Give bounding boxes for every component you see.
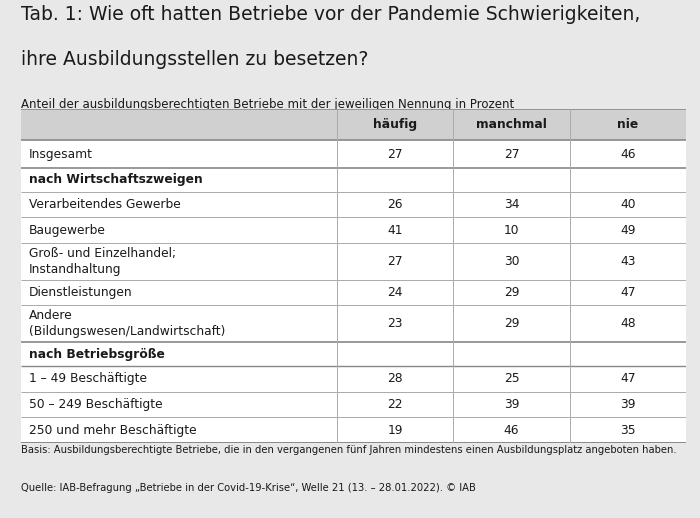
Bar <box>21 109 686 140</box>
Text: 49: 49 <box>620 224 636 237</box>
Text: 27: 27 <box>504 148 519 161</box>
Text: nie: nie <box>617 118 638 131</box>
Bar <box>21 140 686 168</box>
Text: 27: 27 <box>387 148 402 161</box>
Text: 47: 47 <box>620 286 636 299</box>
Text: 30: 30 <box>504 255 519 268</box>
Bar <box>21 392 686 418</box>
Text: 25: 25 <box>503 372 519 385</box>
Text: nach Betriebsgröße: nach Betriebsgröße <box>29 348 165 361</box>
Text: nach Wirtschaftszweigen: nach Wirtschaftszweigen <box>29 173 203 186</box>
Text: 19: 19 <box>387 424 402 437</box>
Text: 43: 43 <box>620 255 636 268</box>
Bar <box>21 418 686 443</box>
Text: Tab. 1: Wie oft hatten Betriebe vor der Pandemie Schwierigkeiten,: Tab. 1: Wie oft hatten Betriebe vor der … <box>21 5 640 24</box>
Text: 34: 34 <box>504 198 519 211</box>
Bar <box>21 305 686 342</box>
Bar <box>21 243 686 280</box>
Bar <box>21 342 686 366</box>
Text: 35: 35 <box>620 424 636 437</box>
Text: 40: 40 <box>620 198 636 211</box>
Text: 24: 24 <box>387 286 402 299</box>
Bar <box>21 280 686 305</box>
Text: 41: 41 <box>387 224 402 237</box>
Text: 39: 39 <box>620 398 636 411</box>
Text: Groß- und Einzelhandel;
Instandhaltung: Groß- und Einzelhandel; Instandhaltung <box>29 247 176 276</box>
Text: 46: 46 <box>620 148 636 161</box>
Text: 48: 48 <box>620 317 636 330</box>
Text: 28: 28 <box>387 372 403 385</box>
Text: 39: 39 <box>504 398 519 411</box>
Bar <box>21 217 686 243</box>
Text: 29: 29 <box>504 286 519 299</box>
Text: Dienstleistungen: Dienstleistungen <box>29 286 132 299</box>
Text: Quelle: IAB-Befragung „Betriebe in der Covid-19-Krise“, Welle 21 (13. – 28.01.20: Quelle: IAB-Befragung „Betriebe in der C… <box>21 483 476 493</box>
Text: Insgesamt: Insgesamt <box>29 148 93 161</box>
Text: Anteil der ausbildungsberechtigten Betriebe mit der jeweiligen Nennung in Prozen: Anteil der ausbildungsberechtigten Betri… <box>21 98 514 111</box>
Text: 47: 47 <box>620 372 636 385</box>
Text: 250 und mehr Beschäftigte: 250 und mehr Beschäftigte <box>29 424 197 437</box>
Text: 46: 46 <box>504 424 519 437</box>
Bar <box>21 366 686 392</box>
Bar <box>21 168 686 192</box>
Text: häufig: häufig <box>373 118 417 131</box>
Text: 23: 23 <box>387 317 402 330</box>
Text: 29: 29 <box>504 317 519 330</box>
Text: 26: 26 <box>387 198 402 211</box>
Text: Basis: Ausbildungsberechtigte Betriebe, die in den vergangenen fünf Jahren minde: Basis: Ausbildungsberechtigte Betriebe, … <box>21 445 677 455</box>
Text: Andere
(Bildungswesen/Landwirtschaft): Andere (Bildungswesen/Landwirtschaft) <box>29 309 225 338</box>
Text: Baugewerbe: Baugewerbe <box>29 224 106 237</box>
Text: manchmal: manchmal <box>476 118 547 131</box>
Text: ihre Ausbildungsstellen zu besetzen?: ihre Ausbildungsstellen zu besetzen? <box>21 50 368 68</box>
Text: 27: 27 <box>387 255 402 268</box>
Text: 50 – 249 Beschäftigte: 50 – 249 Beschäftigte <box>29 398 162 411</box>
Text: 1 – 49 Beschäftigte: 1 – 49 Beschäftigte <box>29 372 147 385</box>
Text: 22: 22 <box>387 398 402 411</box>
Text: Verarbeitendes Gewerbe: Verarbeitendes Gewerbe <box>29 198 181 211</box>
Bar <box>21 192 686 217</box>
Text: 10: 10 <box>504 224 519 237</box>
